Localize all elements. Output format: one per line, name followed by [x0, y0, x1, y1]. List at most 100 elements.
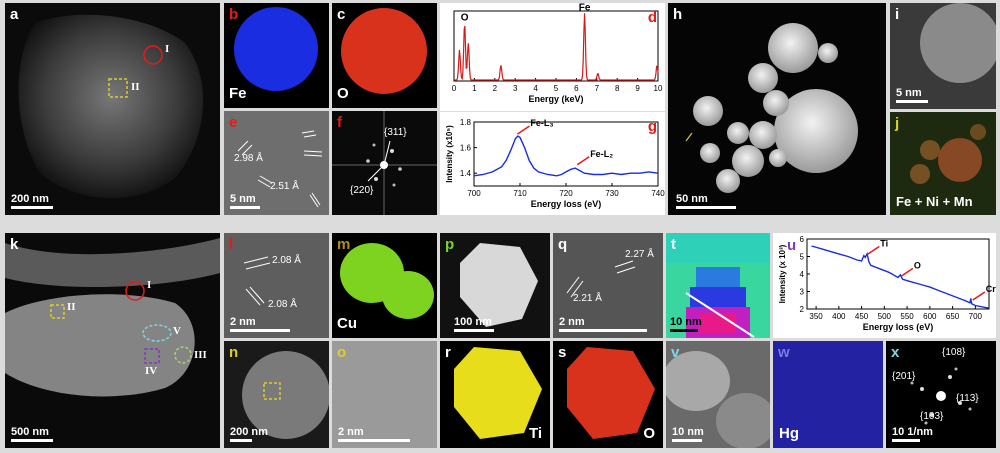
annotation-label: Fe-L₃ — [530, 118, 553, 128]
scale-bar: 10 1/nm — [892, 426, 933, 442]
x-tick-label: 700 — [467, 189, 481, 198]
panel-i: i 5 nm — [890, 3, 996, 109]
y-tick-label: 3 — [800, 288, 805, 297]
panel-n-label: n — [229, 344, 239, 361]
y-tick-label: 5 — [800, 253, 805, 262]
x-tick-label: 450 — [855, 312, 869, 321]
o-map — [567, 347, 655, 439]
scale-bar: 500 nm — [11, 426, 53, 442]
x-axis-label: Energy loss (eV) — [531, 199, 602, 209]
annotation-arrow — [900, 267, 914, 277]
fe-ni-mn-map — [910, 124, 986, 184]
y-axis-label: Intensity (x10⁵) — [445, 125, 454, 183]
x-axis-label: Energy loss (eV) — [863, 322, 934, 332]
x-tick-label: 700 — [969, 312, 983, 321]
hg-map — [773, 341, 883, 448]
marker-III: III — [194, 349, 207, 361]
scale-label: 2 nm — [338, 426, 364, 438]
x-tick-label: 9 — [635, 84, 640, 93]
annotation-label: Cr — [986, 284, 996, 294]
dspacing-1: 2.98 Å — [234, 153, 263, 164]
x-tick-label: 4 — [533, 84, 538, 93]
dspacing-1: 2.27 Å — [625, 249, 654, 260]
element-label: O — [337, 85, 349, 102]
cu-map — [340, 243, 434, 319]
panel-a-image — [18, 14, 204, 199]
panel-n: n 200 nm — [224, 341, 329, 448]
panel-e-label: e — [229, 114, 238, 131]
o-map — [341, 8, 427, 94]
panel-d: 0 1 2 3 4 5 6 7 8 9 10 Energy (keV) O Fe d — [440, 2, 665, 111]
panel-h: h 50 nm — [668, 3, 886, 215]
element-label: Fe — [229, 85, 247, 102]
scale-label: 100 nm — [454, 316, 492, 328]
spot-103: {103} — [920, 411, 944, 422]
diffraction-pattern — [910, 367, 972, 425]
panel-m-label: m — [337, 236, 351, 253]
spot-108: {108} — [942, 347, 966, 358]
panel-u: 350 400 450 500 550 600 650 700 2 3 4 5 6 Energy loss… — [773, 233, 996, 338]
hrtem-image — [920, 3, 996, 83]
dspacing-2: 2.21 Å — [573, 293, 602, 304]
x-tick-label: 600 — [923, 312, 937, 321]
panel-t-label: t — [671, 236, 676, 253]
scale-label: 10 1/nm — [892, 426, 933, 438]
dspacing-2: 2.08 Å — [268, 299, 297, 310]
scale-label: 5 nm — [896, 87, 922, 99]
dspacing-2: 2.51 Å — [270, 181, 299, 192]
x-tick-label: 400 — [832, 312, 846, 321]
scale-label: 2 nm — [230, 316, 256, 328]
panel-g: 700 710 720 730 740 1.4 1.6 1.8 Energy loss (eV)… — [440, 112, 665, 215]
fe-map — [234, 7, 318, 91]
marker-I: I — [147, 279, 152, 291]
panel-g-label: g — [647, 118, 657, 135]
scale-bar: 10 nm — [670, 316, 702, 332]
annotation-arrow — [576, 156, 590, 166]
x-tick-label: 550 — [900, 312, 914, 321]
annotation-label: Fe-L₂ — [590, 149, 613, 159]
x-tick-label: 3 — [513, 84, 518, 93]
panel-m: m Cu — [332, 233, 437, 338]
panel-a-label: a — [10, 6, 19, 23]
panel-v-label: v — [671, 344, 680, 361]
scale-bar: 5 nm — [230, 193, 260, 209]
spot-113: {113} — [956, 393, 979, 404]
panel-b: b Fe — [224, 3, 329, 108]
annotation-arrow — [972, 291, 986, 301]
panel-l: l 2.08 Å 2.08 Å 2 nm — [224, 233, 329, 338]
y-tick-label: 4 — [800, 270, 805, 279]
lattice-image — [237, 130, 323, 208]
eels-fe-chart: 700 710 720 730 740 1.4 1.6 1.8 Energy loss (eV)… — [445, 118, 665, 209]
panel-f-label: f — [337, 114, 342, 131]
x-tick-label: 6 — [574, 84, 579, 93]
panel-v: v 10 nm — [666, 341, 770, 448]
panel-k-label: k — [10, 236, 19, 253]
panel-t: t 10 nm — [666, 233, 770, 338]
x-tick-label: 740 — [651, 189, 665, 198]
scale-label: 200 nm — [230, 426, 268, 438]
scale-bar: 10 nm — [672, 426, 704, 442]
panel-r: r Ti — [440, 341, 550, 448]
particle-image — [242, 351, 329, 439]
panel-w-label: w — [778, 344, 790, 361]
element-label: Fe + Ni + Mn — [896, 194, 973, 209]
peak-label: O — [461, 12, 469, 23]
panel-p-label: p — [445, 236, 455, 253]
y-axis-label: Intensity (x 10³) — [778, 244, 787, 303]
scale-bar: 5 nm — [896, 87, 928, 103]
annotation-label: O — [914, 260, 921, 270]
scale-bar: 200 nm — [11, 193, 53, 209]
scale-bar: 2 nm — [559, 316, 647, 332]
panel-s: s O — [553, 341, 663, 448]
x-tick-label: 10 — [654, 84, 663, 93]
panel-c-label: c — [337, 6, 346, 23]
marker-II: II — [67, 301, 76, 313]
annotation-label: Ti — [880, 239, 888, 249]
scale-bar: 50 nm — [676, 193, 736, 209]
panel-j-label: j — [895, 115, 900, 132]
crystal-image — [460, 243, 538, 327]
x-tick-label: 710 — [513, 189, 527, 198]
scale-label: 200 nm — [11, 193, 49, 205]
panel-p: p 100 nm — [440, 233, 550, 338]
y-tick-label: 6 — [800, 235, 805, 244]
